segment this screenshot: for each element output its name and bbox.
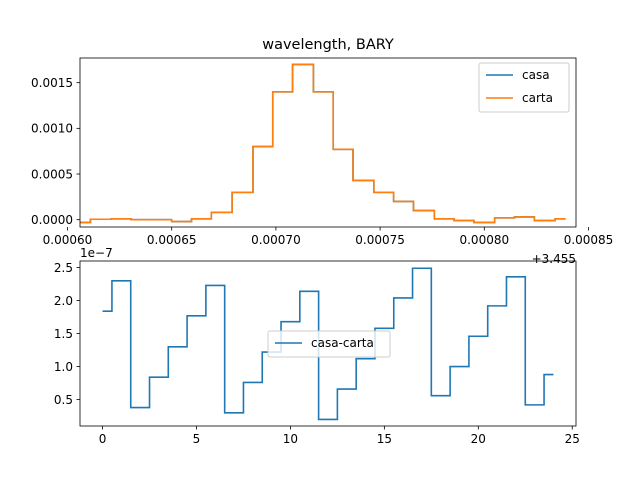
bottom-y-tick-label: 1.5: [54, 327, 73, 341]
bottom-legend-box: [267, 330, 391, 358]
top-y-tick-label: 0.0005: [31, 167, 73, 181]
top-plot: wavelength, BARY 0.00060 0.00065 0.00070 0.…: [31, 37, 613, 266]
top-x-tick-label: 0.00075: [355, 233, 405, 247]
bottom-x-tick-label: 15: [377, 432, 392, 446]
bottom-series-casa-carta: [102, 267, 554, 421]
top-plot-frame: [79, 57, 577, 228]
bottom-x-tick-label: 0: [99, 432, 107, 446]
top-x-tick-label: 0.00060: [43, 233, 93, 247]
bottom-legend: casa-carta: [267, 330, 391, 358]
top-x-tick-label: 0.00085: [564, 233, 614, 247]
bottom-x-tick-label: 25: [565, 432, 580, 446]
bottom-plot: 0 5 10 15 20 25 0.5 1.0 1.5 2.0 2.5 1e−7 casa-car…: [54, 246, 580, 446]
top-x-tick-label: 0.00070: [251, 233, 301, 247]
top-plot-title: wavelength, BARY: [262, 37, 394, 53]
bottom-plot-frame: [79, 260, 577, 427]
legend-label-casa-carta: casa-carta: [311, 336, 374, 350]
legend-label-casa: casa: [522, 68, 550, 82]
bottom-series-layer: [102, 267, 554, 421]
bottom-y-tick-label: 2.5: [54, 261, 73, 275]
bottom-x-axis: 0 5 10 15 20 25: [99, 426, 580, 446]
top-series-layer: [80, 63, 566, 224]
top-series-carta: [80, 63, 566, 224]
top-y-tick-label: 0.0000: [31, 213, 73, 227]
top-y-axis: 0.0000 0.0005 0.0010 0.0015: [31, 76, 80, 227]
bottom-y-tick-label: 0.5: [54, 393, 73, 407]
top-x-tick-label: 0.00065: [147, 233, 197, 247]
bottom-x-tick-label: 5: [193, 432, 201, 446]
top-x-tick-label: 0.00080: [459, 233, 509, 247]
top-x-axis: 0.00060 0.00065 0.00070 0.00075 0.00080 0.000…: [43, 227, 614, 247]
top-x-offset-text: +3.455: [532, 252, 576, 266]
top-y-tick-label: 0.0010: [31, 122, 73, 136]
bottom-y-tick-label: 1.0: [54, 360, 73, 374]
top-y-tick-label: 0.0015: [31, 76, 73, 90]
bottom-y-axis: 0.5 1.0 1.5 2.0 2.5: [54, 261, 80, 407]
legend-label-carta: carta: [522, 91, 553, 105]
bottom-y-tick-label: 2.0: [54, 294, 73, 308]
top-legend: casa carta: [478, 62, 570, 113]
bottom-y-offset-text: 1e−7: [80, 246, 113, 260]
bottom-x-tick-label: 20: [471, 432, 486, 446]
bottom-x-tick-label: 10: [283, 432, 298, 446]
